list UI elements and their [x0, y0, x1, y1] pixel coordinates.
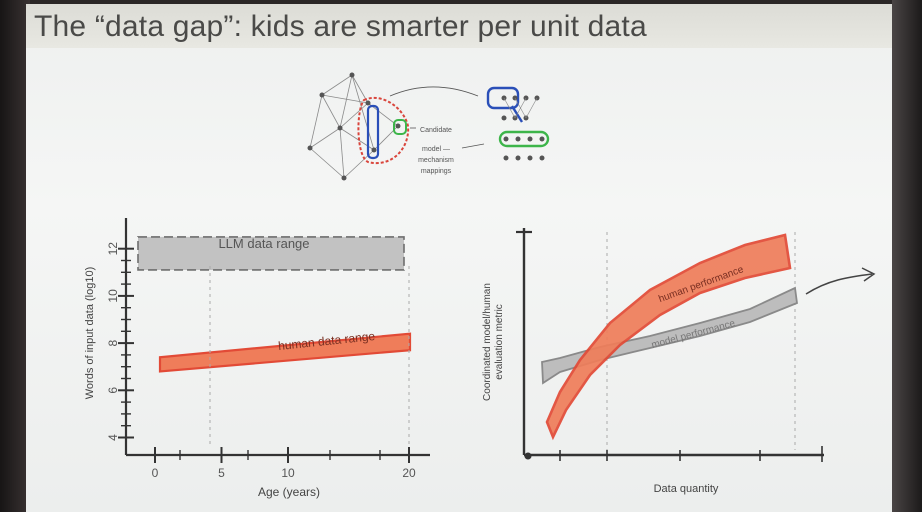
neural-edges: [503, 97, 538, 119]
room-background-right: [892, 0, 922, 512]
network-graph: [309, 74, 399, 179]
y-ticks: 4 6 8 10 12: [106, 242, 134, 441]
blue-layer: [486, 86, 520, 110]
extrapolation-arrowhead: [861, 267, 876, 282]
llm-data-range-label: LLM data range: [218, 236, 309, 251]
extrapolation-arrow: [805, 273, 873, 295]
slide-title: The “data gap”: kids are smarter per uni…: [34, 10, 647, 43]
y-axis-label-line-2: evaluation metric: [494, 304, 505, 380]
origin-dot: [524, 452, 532, 460]
llm-data-range-band: [137, 236, 405, 271]
y-tick-label-12: 12: [106, 242, 120, 256]
x-axis-label: Data quantity: [654, 483, 719, 495]
x-ticks: [559, 446, 823, 462]
green-layer: [498, 130, 550, 148]
title-bar: [26, 4, 892, 48]
x-tick-label-20: 20: [402, 466, 416, 480]
caption-to-model-connector: [461, 143, 485, 149]
mapping-arrow: [389, 86, 479, 97]
caption-line-2: model —: [422, 146, 450, 153]
network-nodes: [307, 72, 401, 181]
y-axis-label: Words of input data (log10): [84, 267, 96, 399]
x-ticks: 0 5 10 20: [152, 447, 416, 480]
y-axis-label: Coordinated model/humanevaluation metric: [482, 283, 505, 401]
y-tick-label-10: 10: [106, 289, 120, 303]
caption-line-4: mappings: [421, 168, 452, 175]
green-module-outline: [393, 119, 407, 135]
x-tick-label-0: 0: [152, 466, 159, 480]
neural-model: [486, 86, 550, 161]
x-tick-label-5: 5: [218, 466, 225, 480]
neural-nodes: [501, 95, 545, 161]
model-mapping-caption: Candidate model — mechanism mappings: [418, 127, 454, 175]
human-performance-band: [545, 233, 792, 441]
y-tick-label-6: 6: [106, 387, 120, 394]
network-diagram: Candidate model — mechanism mappings: [307, 72, 550, 181]
human-data-range-band: [158, 332, 412, 373]
x-tick-label-10: 10: [281, 466, 295, 480]
caption-line-1: Candidate: [420, 127, 452, 134]
age-data-chart: LLM data range human data range 4681012 …: [84, 218, 430, 499]
y-tick-label-8: 8: [106, 339, 120, 346]
y-tick-label-4: 4: [106, 434, 120, 441]
room-background-left: [0, 0, 30, 512]
x-axis-label: Age (years): [258, 485, 320, 499]
blue-module-outline: [366, 104, 380, 160]
y-axis-label-line-1: Coordinated model/human: [482, 283, 493, 401]
caption-line-3: mechanism: [418, 157, 454, 164]
red-module-outline: [357, 96, 410, 165]
performance-chart: human performance model performance Coor…: [482, 228, 876, 495]
